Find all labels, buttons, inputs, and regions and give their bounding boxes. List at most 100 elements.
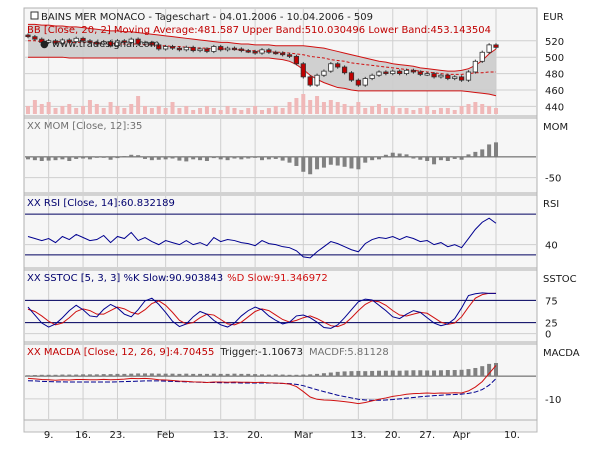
macd-histogram-bar — [129, 373, 134, 377]
macd-histogram-bar — [143, 373, 147, 377]
momentum-bar — [170, 156, 175, 159]
stoch-d-line — [27, 292, 496, 328]
axis-label-price: EUR — [543, 12, 564, 23]
candle — [128, 38, 134, 43]
macd-histogram-bar — [438, 370, 443, 377]
candle — [176, 47, 183, 51]
candle — [383, 71, 389, 75]
macd-histogram-bar — [356, 370, 361, 377]
momentum-bar — [494, 142, 498, 157]
momentum-bar — [273, 156, 278, 159]
y-tick-label: -50 — [545, 174, 561, 185]
volume-bar — [273, 106, 278, 114]
panel-macd: -10 MACDA XX MACDA [Close, 12, 26, 9]:4.70… — [23, 343, 580, 421]
volume-bar — [32, 100, 37, 114]
macd-histogram-bar — [26, 375, 30, 377]
volume-bar — [81, 106, 86, 114]
candle — [293, 55, 300, 65]
candle — [32, 36, 38, 40]
macd-histogram-bar — [266, 374, 271, 377]
candle — [142, 42, 148, 45]
momentum-bar — [204, 156, 209, 161]
macd-histogram-bar — [184, 373, 189, 377]
moving-average-line — [28, 40, 496, 75]
macd-histogram-bar — [136, 373, 141, 377]
macd-histogram-bar — [101, 374, 106, 377]
candle — [197, 48, 203, 52]
macd-histogram-bar — [191, 373, 196, 377]
volume-bar — [370, 106, 375, 114]
y-tick-label: 40 — [545, 241, 558, 252]
macd-histogram-bar — [246, 373, 251, 377]
macd-histogram-bar — [32, 375, 37, 377]
candle — [266, 49, 272, 53]
momentum-bar — [370, 156, 375, 161]
candle — [121, 40, 127, 43]
x-tick-label: 20. — [247, 430, 263, 441]
macd-histogram-bar — [301, 374, 306, 377]
macd-histogram-bar — [67, 374, 72, 377]
candle — [328, 63, 334, 72]
candle — [259, 49, 265, 54]
momentum-bar — [87, 156, 92, 160]
candle — [362, 78, 368, 86]
panel-frame — [23, 194, 538, 269]
momentum-bar — [321, 156, 326, 168]
candle — [39, 38, 45, 43]
momentum-bar — [335, 156, 340, 166]
macd-histogram-bar — [81, 374, 86, 377]
macd-histogram-bar — [87, 374, 92, 377]
momentum-bar — [198, 156, 203, 161]
panel-title-sstoc: XX SSTOC [5, 3, 3] %K Slow:90.903843 %D S… — [27, 273, 328, 284]
x-tick-label: 23. — [110, 430, 126, 441]
macd-histogram-bar — [480, 366, 485, 377]
candle — [183, 46, 189, 51]
volume-bar — [115, 106, 120, 114]
momentum-bar — [294, 156, 299, 166]
macd-histogram-bar — [211, 373, 216, 377]
macd-histogram-bar — [321, 373, 326, 377]
candle — [204, 48, 210, 52]
candle — [190, 46, 196, 52]
momentum-bar — [287, 156, 292, 163]
momentum-bar — [184, 156, 189, 162]
macd-histogram-bar — [239, 373, 244, 377]
macd-histogram-bar — [397, 370, 402, 377]
price-panel-title: BB [Close, 20, 2] Moving Average:481.587… — [27, 25, 491, 36]
upper-band-line — [28, 23, 497, 72]
momentum-bar — [425, 156, 430, 161]
volume-bar — [404, 108, 409, 114]
candle — [403, 69, 410, 75]
macd-histogram-bar — [363, 371, 368, 377]
candle — [218, 46, 224, 51]
macd-histogram-bar — [122, 373, 127, 377]
y-tick-label: 440 — [545, 102, 564, 113]
candle — [245, 50, 251, 53]
momentum-bar — [81, 156, 86, 159]
macd-histogram-bar — [418, 370, 423, 377]
candle — [431, 73, 437, 78]
macd-histogram-bar — [163, 373, 168, 377]
volume-bar — [26, 106, 30, 114]
volume-bar — [266, 108, 271, 114]
macd-histogram-bar — [156, 373, 161, 377]
macd-histogram-bar — [445, 370, 450, 377]
volume-bar — [94, 104, 99, 114]
momentum-bar — [452, 156, 457, 159]
volume-bar — [328, 100, 333, 114]
momentum-bar — [328, 156, 333, 165]
candle — [94, 42, 100, 45]
macd-histogram-bar — [383, 370, 388, 377]
candle — [355, 79, 361, 86]
candle — [321, 70, 327, 76]
panel-title-prefix: XX — [27, 273, 44, 284]
panel-title-trigger: Trigger:-1.10673 — [219, 347, 303, 358]
candle — [59, 39, 66, 44]
volume-bar — [246, 108, 251, 114]
macd-histogram-bar — [349, 371, 354, 377]
candle — [493, 44, 499, 48]
candle — [163, 46, 169, 50]
macd-histogram-bar — [342, 371, 347, 377]
axis-label-rsi: RSI — [543, 199, 559, 210]
